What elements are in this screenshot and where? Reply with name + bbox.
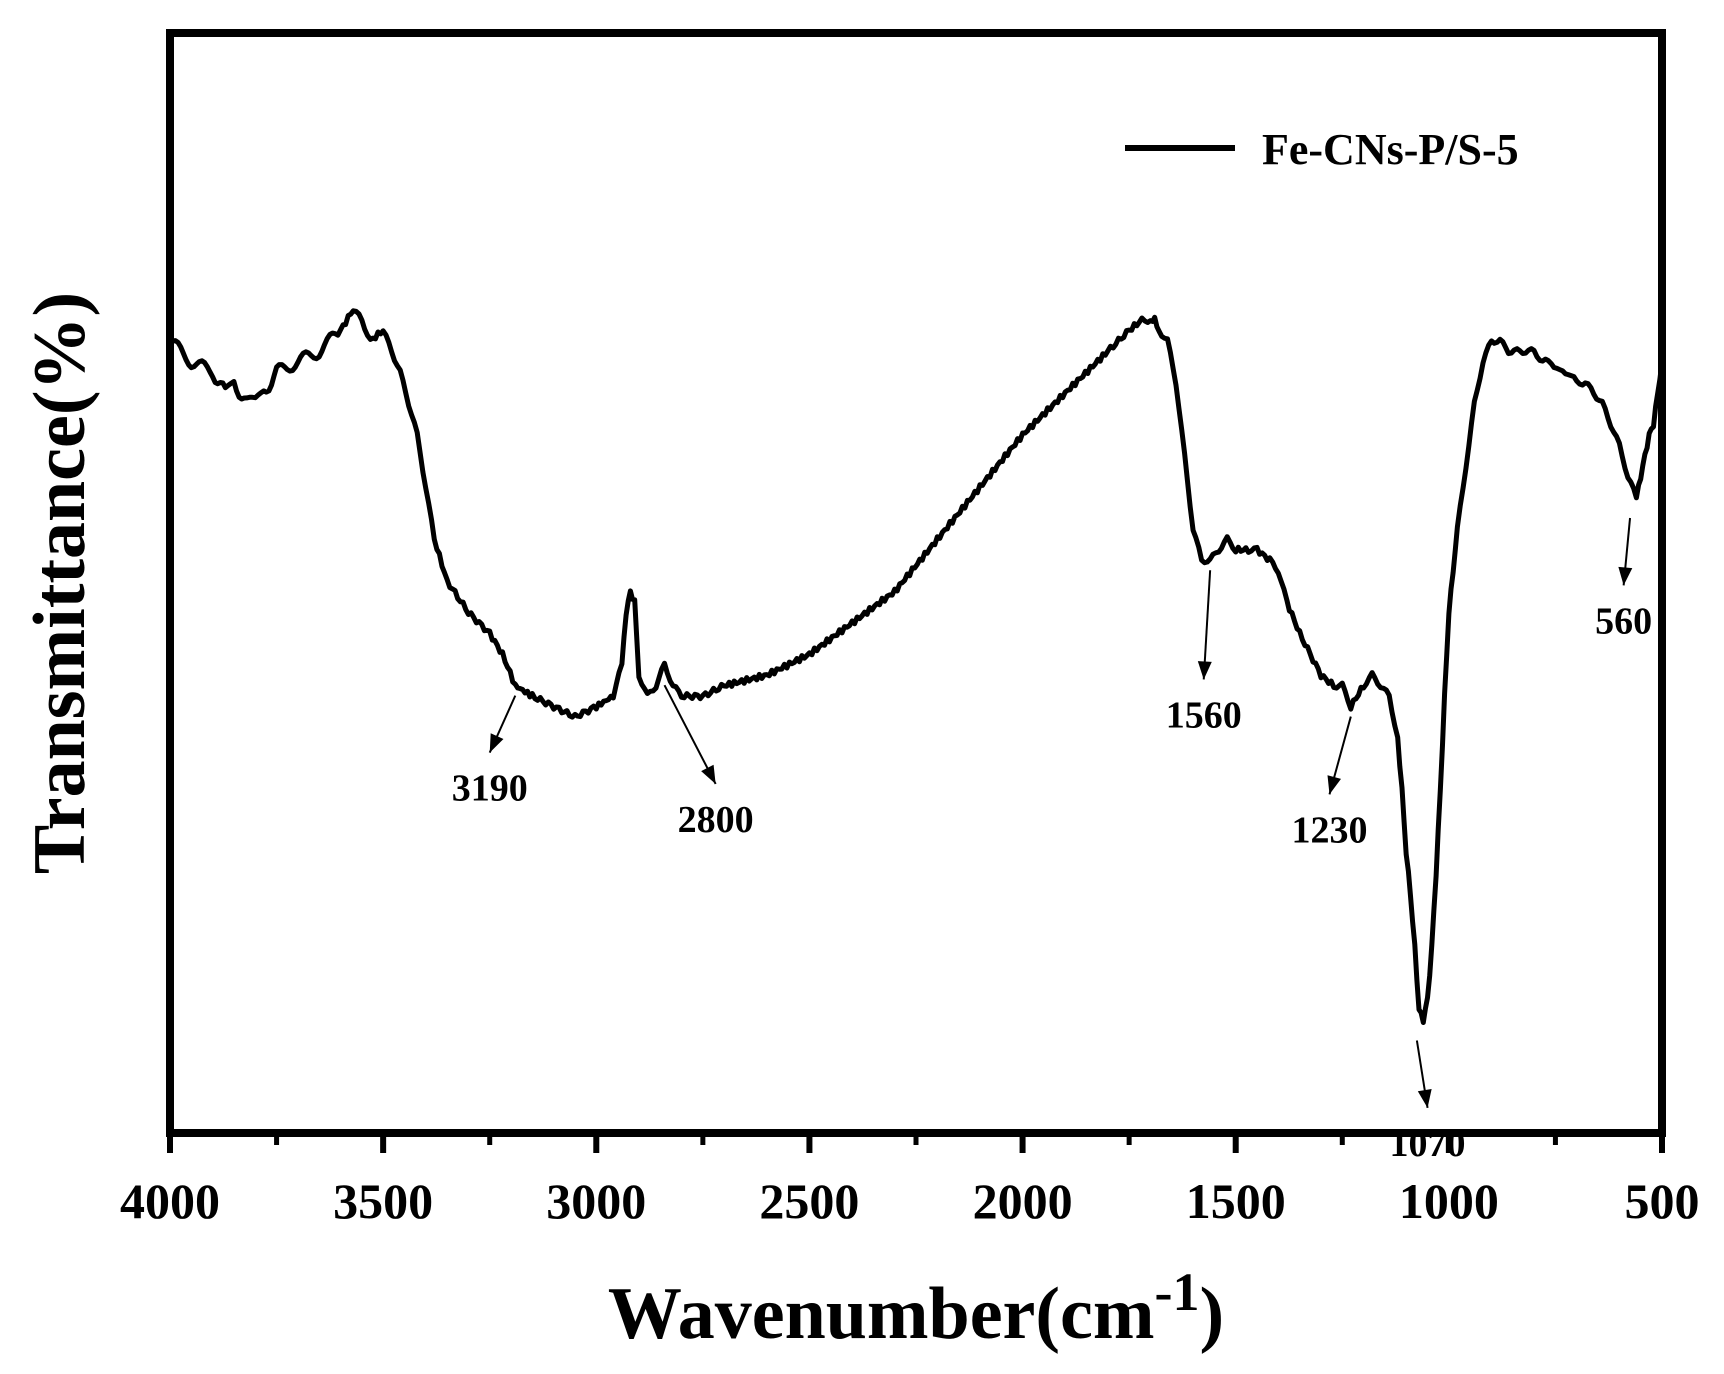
annotation-label-2800: 2800 [678, 799, 754, 841]
x-tick-label-2500: 2500 [759, 1173, 859, 1229]
x-axis-title: Wavenumber(cm-1) [608, 1262, 1224, 1355]
peak-annotations: 3190 2800 1560 1230 1070 560 [452, 517, 1652, 1165]
annotation-label-560: 560 [1595, 600, 1652, 642]
annotation-1230: 1230 [1291, 716, 1367, 851]
legend: Fe-CNs-P/S-5 [1125, 125, 1519, 174]
annotation-2800: 2800 [663, 684, 754, 841]
series-line [167, 308, 1665, 1025]
x-tick-label-4000: 4000 [120, 1173, 220, 1229]
x-tick-label-2000: 2000 [973, 1173, 1073, 1229]
annotation-arrowhead [1197, 661, 1212, 680]
annotation-560: 560 [1595, 517, 1652, 642]
annotation-3190: 3190 [452, 695, 528, 810]
legend-label: Fe-CNs-P/S-5 [1262, 125, 1519, 174]
x-axis-title-main: Wavenumber(cm [608, 1273, 1155, 1355]
y-axis-title: Transmittance(%) [19, 292, 101, 874]
x-tick-label-3500: 3500 [333, 1173, 433, 1229]
annotation-label-3190: 3190 [452, 768, 528, 810]
annotation-1560: 1560 [1166, 570, 1242, 736]
x-axis-ticks [167, 1133, 1665, 1153]
plot-frame [166, 29, 1666, 1137]
annotation-arrowhead [489, 733, 504, 753]
annotation-arrow-line [1202, 570, 1212, 680]
x-axis-title-close: ) [1200, 1273, 1225, 1355]
annotation-label-1070: 1070 [1390, 1123, 1466, 1165]
x-axis-title-sup: -1 [1155, 1262, 1200, 1322]
x-tick-label-3000: 3000 [546, 1173, 646, 1229]
annotation-label-1560: 1560 [1166, 694, 1242, 736]
x-tick-label-1500: 1500 [1186, 1173, 1286, 1229]
x-tick-label-1000: 1000 [1399, 1173, 1499, 1229]
annotation-arrowhead [1417, 1089, 1432, 1108]
annotation-label-1230: 1230 [1291, 809, 1367, 851]
annotation-arrowhead [1327, 775, 1342, 795]
annotation-arrowhead [1618, 566, 1633, 586]
annotation-arrowhead [701, 764, 716, 784]
annotation-arrow-line [663, 684, 717, 785]
x-axis-tick-labels: 4000 3500 3000 2500 2000 1500 1000 500 [120, 1173, 1700, 1229]
x-tick-label-500: 500 [1625, 1173, 1700, 1229]
annotation-1070: 1070 [1390, 1040, 1466, 1165]
